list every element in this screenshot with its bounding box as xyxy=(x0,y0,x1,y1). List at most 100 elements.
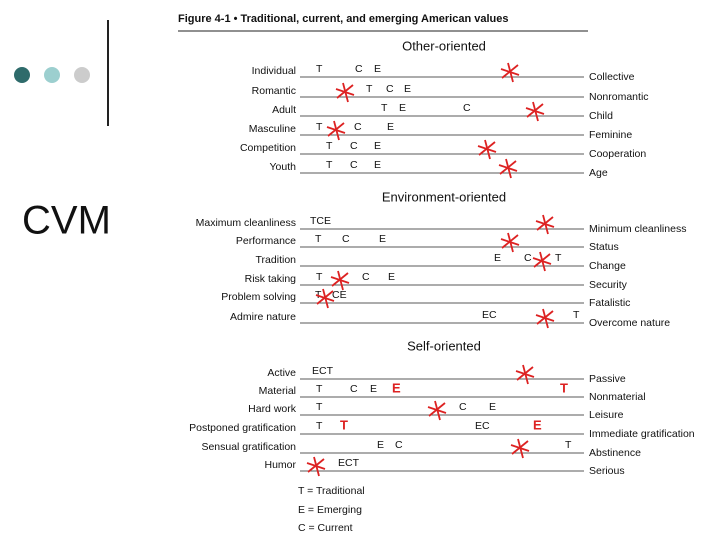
left-label: Postponed gratification xyxy=(189,422,296,434)
value-marker: T xyxy=(316,401,323,413)
left-label: Adult xyxy=(272,104,296,116)
right-label: Status xyxy=(589,241,619,253)
handwritten-mark xyxy=(427,400,447,421)
stroke xyxy=(307,458,325,473)
value-marker: T xyxy=(340,417,348,432)
value-marker: T xyxy=(565,439,572,451)
handwritten-mark xyxy=(330,270,350,291)
left-label: Risk taking xyxy=(245,273,297,285)
handwritten-mark xyxy=(515,364,535,385)
stroke xyxy=(499,160,517,175)
dot xyxy=(74,67,90,83)
left-label: Admire nature xyxy=(230,311,296,323)
value-marker: T xyxy=(560,380,568,395)
section-heading: Other-oriented xyxy=(402,38,486,53)
dot xyxy=(14,67,30,83)
handwritten-mark xyxy=(532,251,552,272)
value-marker: TCE xyxy=(310,215,331,227)
stroke xyxy=(337,270,344,291)
left-label: Youth xyxy=(270,161,297,173)
value-marker: C xyxy=(350,159,358,171)
handwritten-mark xyxy=(335,82,355,103)
legend-entry: T = Traditional xyxy=(298,485,365,497)
handwritten-mark xyxy=(500,62,520,83)
value-marker: E xyxy=(377,439,384,451)
value-marker: C xyxy=(355,63,363,75)
stroke xyxy=(322,288,329,309)
stroke xyxy=(539,251,546,272)
value-marker: C xyxy=(386,83,394,95)
stroke xyxy=(533,253,551,268)
legend-entry: C = Current xyxy=(298,522,353,534)
stroke xyxy=(333,120,340,141)
value-marker: ECT xyxy=(338,457,360,469)
handwritten-mark xyxy=(535,214,555,235)
value-marker: C xyxy=(463,102,471,114)
left-label: Masculine xyxy=(249,123,296,135)
stroke xyxy=(478,141,496,156)
right-label: Collective xyxy=(589,71,635,83)
value-marker: ECT xyxy=(312,365,334,377)
value-marker: C xyxy=(354,121,362,133)
right-label: Overcome nature xyxy=(589,317,670,329)
value-marker: C xyxy=(362,271,370,283)
right-label: Serious xyxy=(589,465,625,477)
right-label: Feminine xyxy=(589,129,632,141)
right-label: Passive xyxy=(589,373,626,385)
value-marker: T xyxy=(555,252,562,264)
handwritten-mark xyxy=(525,101,545,122)
handwritten-mark xyxy=(306,456,326,477)
value-marker: E xyxy=(388,271,395,283)
right-label: Leisure xyxy=(589,409,624,421)
value-marker: EC xyxy=(475,420,490,432)
left-label: Individual xyxy=(252,65,296,77)
value-marker: C xyxy=(459,401,467,413)
stroke xyxy=(484,139,491,160)
section-heading: Self-oriented xyxy=(407,338,481,353)
stroke xyxy=(542,214,549,235)
handwritten-mark xyxy=(500,232,520,253)
value-marker: E xyxy=(374,63,381,75)
right-label: Abstinence xyxy=(589,447,641,459)
stroke xyxy=(327,122,345,137)
stroke xyxy=(522,364,529,385)
handwritten-mark xyxy=(326,120,346,141)
section-heading: Environment-oriented xyxy=(382,189,506,204)
right-label: Immediate gratification xyxy=(589,428,695,440)
left-label: Performance xyxy=(236,235,296,247)
stroke xyxy=(428,402,446,417)
handwritten-mark xyxy=(477,139,497,160)
value-marker: T xyxy=(315,289,322,301)
handwritten-mark xyxy=(498,158,518,179)
value-marker: E xyxy=(404,83,411,95)
value-marker: T xyxy=(316,383,323,395)
handwritten-mark xyxy=(535,308,555,329)
value-marker: E xyxy=(399,102,406,114)
stroke xyxy=(501,64,519,79)
legend-entry: E = Emerging xyxy=(298,504,362,516)
stroke xyxy=(331,272,349,287)
figure-title: Figure 4-1 • Traditional, current, and e… xyxy=(178,13,508,25)
value-marker: E xyxy=(387,121,394,133)
left-label: Competition xyxy=(240,142,296,154)
value-marker: T xyxy=(316,121,323,133)
value-marker: T xyxy=(316,271,323,283)
value-marker: C xyxy=(350,383,358,395)
stroke xyxy=(313,456,320,477)
left-label: Sensual gratification xyxy=(201,441,296,453)
stroke xyxy=(516,366,534,381)
value-marker: E xyxy=(374,140,381,152)
value-marker: T xyxy=(366,83,373,95)
stroke xyxy=(517,438,524,459)
stroke xyxy=(505,158,512,179)
right-label: Nonromantic xyxy=(589,91,649,103)
dot xyxy=(44,67,60,83)
left-label: Material xyxy=(259,385,296,397)
stroke xyxy=(434,400,441,421)
stroke xyxy=(532,101,539,122)
value-marker: E xyxy=(494,252,501,264)
value-marker: E xyxy=(370,383,377,395)
value-marker: E xyxy=(533,417,542,432)
value-marker: C xyxy=(350,140,358,152)
value-marker: EC xyxy=(482,309,497,321)
